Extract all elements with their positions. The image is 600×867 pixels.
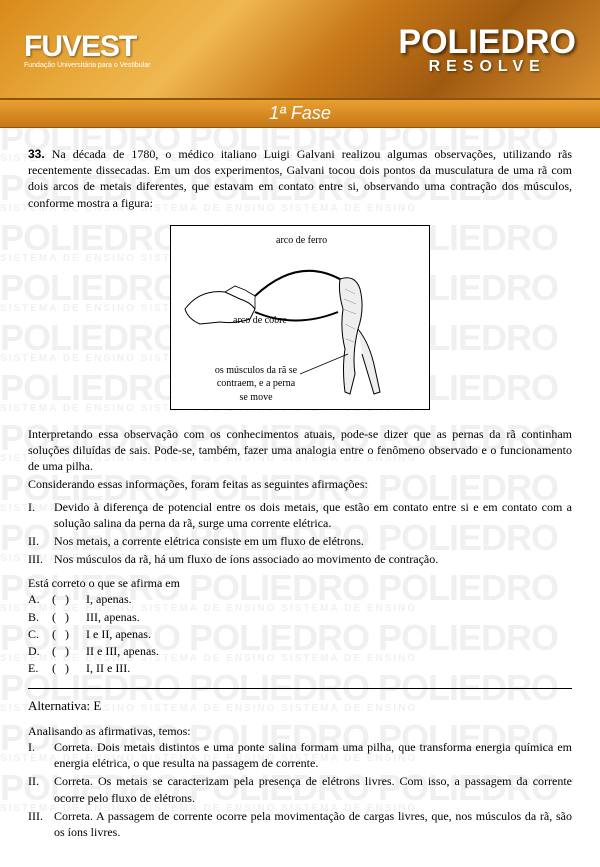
alternatives-list: A.( )I, apenas. B.( )III, apenas. C.( )I…	[28, 591, 572, 676]
analysis-row: I.Correta. Dois metais distintos e uma p…	[28, 739, 572, 771]
page-header: FUVEST Fundação Universitária para o Ves…	[0, 0, 600, 100]
consider-text: Considerando essas informações, foram fe…	[28, 476, 572, 492]
figure-box: arco de ferro arco de cobre os músculos …	[170, 225, 430, 410]
analysis-row: III.Correta. A passagem de corrente ocor…	[28, 808, 572, 840]
statement-row: II.Nos metais, a corrente elétrica consi…	[28, 533, 572, 549]
alt-row: B.( )III, apenas.	[28, 609, 572, 625]
interpretation-text: Interpretando essa observação com os con…	[28, 426, 572, 475]
phase-label: 1ª Fase	[269, 103, 331, 123]
header-right: POLIEDRO RESOLVE	[398, 23, 576, 76]
fig-label-mid: arco de cobre	[233, 314, 287, 328]
analysis-row: II.Correta. Os metais se caracterizam pe…	[28, 773, 572, 805]
fig-label-top: arco de ferro	[276, 234, 327, 248]
question-text: Na década de 1780, o médico italiano Lui…	[28, 147, 572, 210]
question-block: 33. Na década de 1780, o médico italiano…	[28, 146, 572, 211]
statement-row: I.Devido à diferença de potencial entre …	[28, 499, 572, 531]
fuvest-subtitle: Fundação Universitária para o Vestibular	[24, 62, 150, 69]
prompt-text: Está correto o que se afirma em	[28, 575, 572, 591]
analysis-list: I.Correta. Dois metais distintos e uma p…	[28, 739, 572, 840]
phase-bar: 1ª Fase	[0, 100, 600, 128]
divider	[28, 688, 572, 689]
alt-row: A.( )I, apenas.	[28, 591, 572, 607]
fuvest-logo: FUVEST	[24, 30, 150, 64]
alt-row: D.( )II e III, apenas.	[28, 643, 572, 659]
fig-label-bottom: os músculos da rã se contraem, e a perna…	[201, 364, 311, 405]
header-left: FUVEST Fundação Universitária para o Ves…	[24, 30, 150, 69]
poliedro-logo: POLIEDRO	[398, 23, 576, 62]
statements-list: I.Devido à diferença de potencial entre …	[28, 499, 572, 568]
question-number: 33.	[28, 147, 45, 161]
alt-row: E.( )I, II e III.	[28, 660, 572, 676]
alt-row: C.( )I e II, apenas.	[28, 626, 572, 642]
content-area: 33. Na década de 1780, o médico italiano…	[0, 128, 600, 852]
statement-row: III.Nos músculos da rã, há um fluxo de í…	[28, 551, 572, 567]
analysis-intro: Analisando as afirmativas, temos:	[28, 723, 572, 739]
answer-title: Alternativa: E	[28, 697, 572, 715]
